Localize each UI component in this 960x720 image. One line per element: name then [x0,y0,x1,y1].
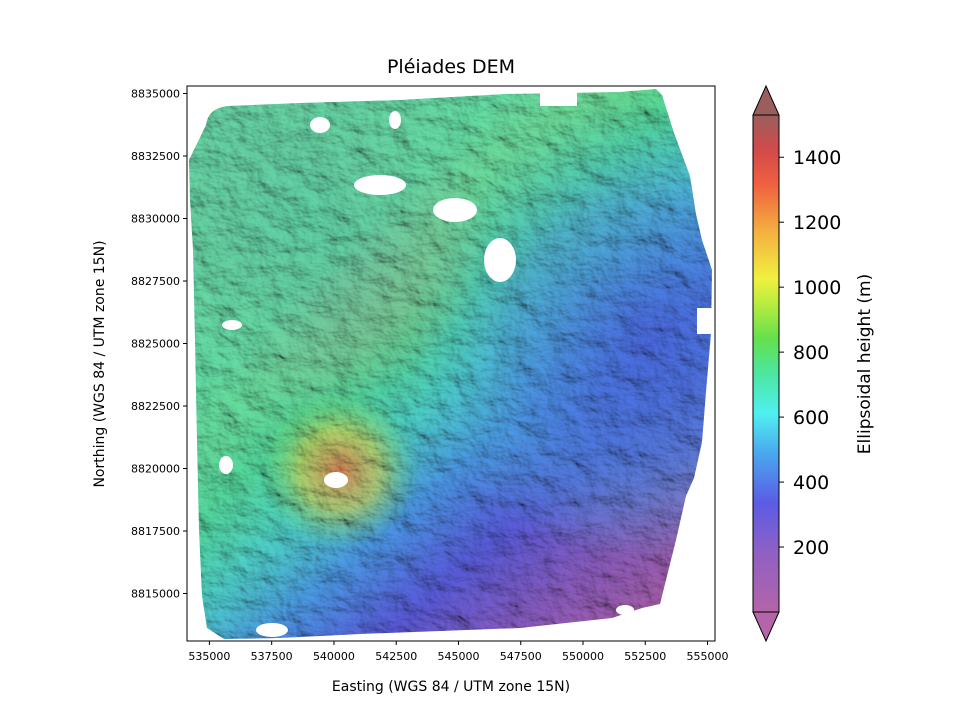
colorbar-ticks: 200 400 600 800 1000 1200 1400 [779,147,841,559]
x-tick-label: 547500 [500,650,542,663]
dem-raster [189,89,712,639]
colorbar-tick-label: 200 [793,537,829,559]
colorbar-tick-label: 400 [793,472,829,494]
x-tick-label: 545000 [437,650,479,663]
x-axis-ticks: 535000 537500 540000 542500 545000 547500 5500… [188,641,729,663]
colorbar-extend-max [752,84,780,116]
colorbar-label: Ellipsoidal height (m) [855,274,875,454]
y-axis-label: Northing (WGS 84 / UTM zone 15N) [92,240,108,487]
colorbar-tick-label: 1400 [793,147,841,169]
x-tick-label: 535000 [188,650,230,663]
x-axis-label: Easting (WGS 84 / UTM zone 15N) [332,679,570,695]
y-axis-ticks: 8815000 8817500 8820000 8822500 8825000 88275… [131,88,187,601]
colorbar-tick-label: 1000 [793,277,841,299]
colorbar-tick-label: 800 [793,342,829,364]
plot-area-frame [186,85,716,642]
y-tick-label: 8817500 [131,525,180,538]
y-tick-label: 8830000 [131,213,180,226]
y-tick-label: 8820000 [131,463,180,476]
x-tick-label: 552500 [624,650,666,663]
chart-title: Pléiades DEM [387,56,515,78]
y-tick-label: 8827500 [131,275,180,288]
x-tick-label: 550000 [562,650,604,663]
colorbar: 200 400 600 800 1000 1200 1400 Ellipsoidal hei… [752,84,875,643]
y-tick-label: 8815000 [131,588,180,601]
x-tick-label: 537500 [251,650,293,663]
colorbar-tick-label: 600 [793,407,829,429]
y-tick-label: 8822500 [131,400,180,413]
x-tick-label: 555000 [687,650,729,663]
colorbar-gradient [753,115,779,612]
y-tick-label: 8832500 [131,150,180,163]
nodata-gaps [219,89,715,637]
y-tick-label: 8835000 [131,88,180,101]
colorbar-tick-label: 1200 [793,212,841,234]
y-tick-label: 8825000 [131,338,180,351]
x-tick-label: 540000 [313,650,355,663]
colorbar-extend-min [752,611,780,643]
x-tick-label: 542500 [375,650,417,663]
